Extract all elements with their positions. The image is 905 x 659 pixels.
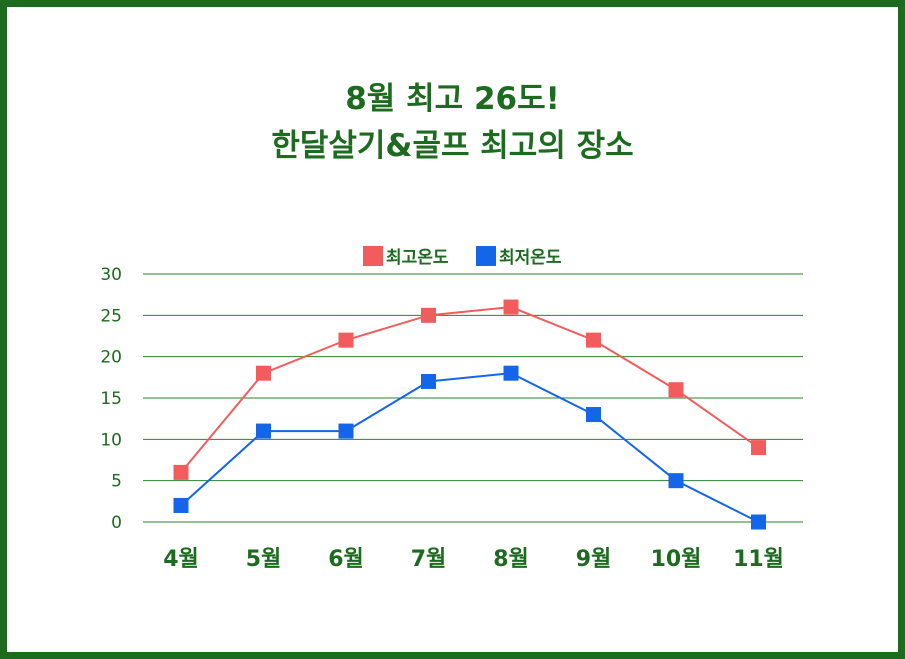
- data-point-high: [338, 332, 354, 348]
- data-point-low: [751, 514, 766, 530]
- y-tick-label: 25: [100, 306, 122, 326]
- data-point-high: [421, 307, 436, 323]
- data-point-low: [668, 473, 684, 489]
- y-tick-label: 10: [100, 430, 122, 450]
- series-line-high: [180, 306, 760, 474]
- data-point-low: [586, 407, 601, 423]
- x-tick-label: 8월: [493, 547, 529, 572]
- x-tick-label: 11월: [733, 547, 784, 572]
- data-point-low: [421, 373, 436, 389]
- data-point-high: [503, 299, 519, 315]
- data-point-high: [586, 332, 601, 348]
- legend-swatch: [476, 246, 496, 266]
- data-point-high: [256, 365, 271, 381]
- chart-title-line-2: 한달살기&골프 최고의 장소: [271, 128, 634, 164]
- x-tick-label: 5월: [246, 547, 282, 572]
- y-axis-ticks: 0 5 10 15 20 25 30: [100, 265, 122, 533]
- series-layer: [173, 299, 766, 530]
- data-point-high: [173, 464, 189, 480]
- chart-title-line-1: 8월 최고 26도!: [345, 81, 560, 117]
- x-tick-label: 7월: [411, 547, 447, 572]
- x-axis-ticks: 4월 5월 6월 7월 8월 9월 10월 11월: [163, 547, 784, 572]
- legend-swatch: [363, 246, 383, 266]
- data-point-low: [256, 423, 271, 439]
- series-line-low: [180, 372, 759, 523]
- data-point-high: [668, 382, 684, 398]
- data-point-low: [338, 423, 354, 439]
- data-point-low: [173, 497, 189, 513]
- y-tick-label: 20: [100, 348, 122, 368]
- x-tick-label: 9월: [576, 547, 612, 572]
- y-tick-label: 15: [100, 389, 122, 409]
- legend: 최고온도 최저온도: [363, 246, 562, 268]
- data-point-high: [751, 440, 766, 456]
- data-point-low: [503, 365, 519, 381]
- y-tick-label: 5: [111, 472, 122, 492]
- y-tick-label: 0: [111, 513, 122, 533]
- legend-label: 최저온도: [499, 248, 562, 268]
- legend-label: 최고온도: [386, 248, 449, 268]
- y-tick-label: 30: [100, 265, 122, 285]
- x-tick-label: 10월: [651, 547, 702, 572]
- x-tick-label: 6월: [328, 547, 364, 572]
- x-tick-label: 4월: [163, 547, 199, 572]
